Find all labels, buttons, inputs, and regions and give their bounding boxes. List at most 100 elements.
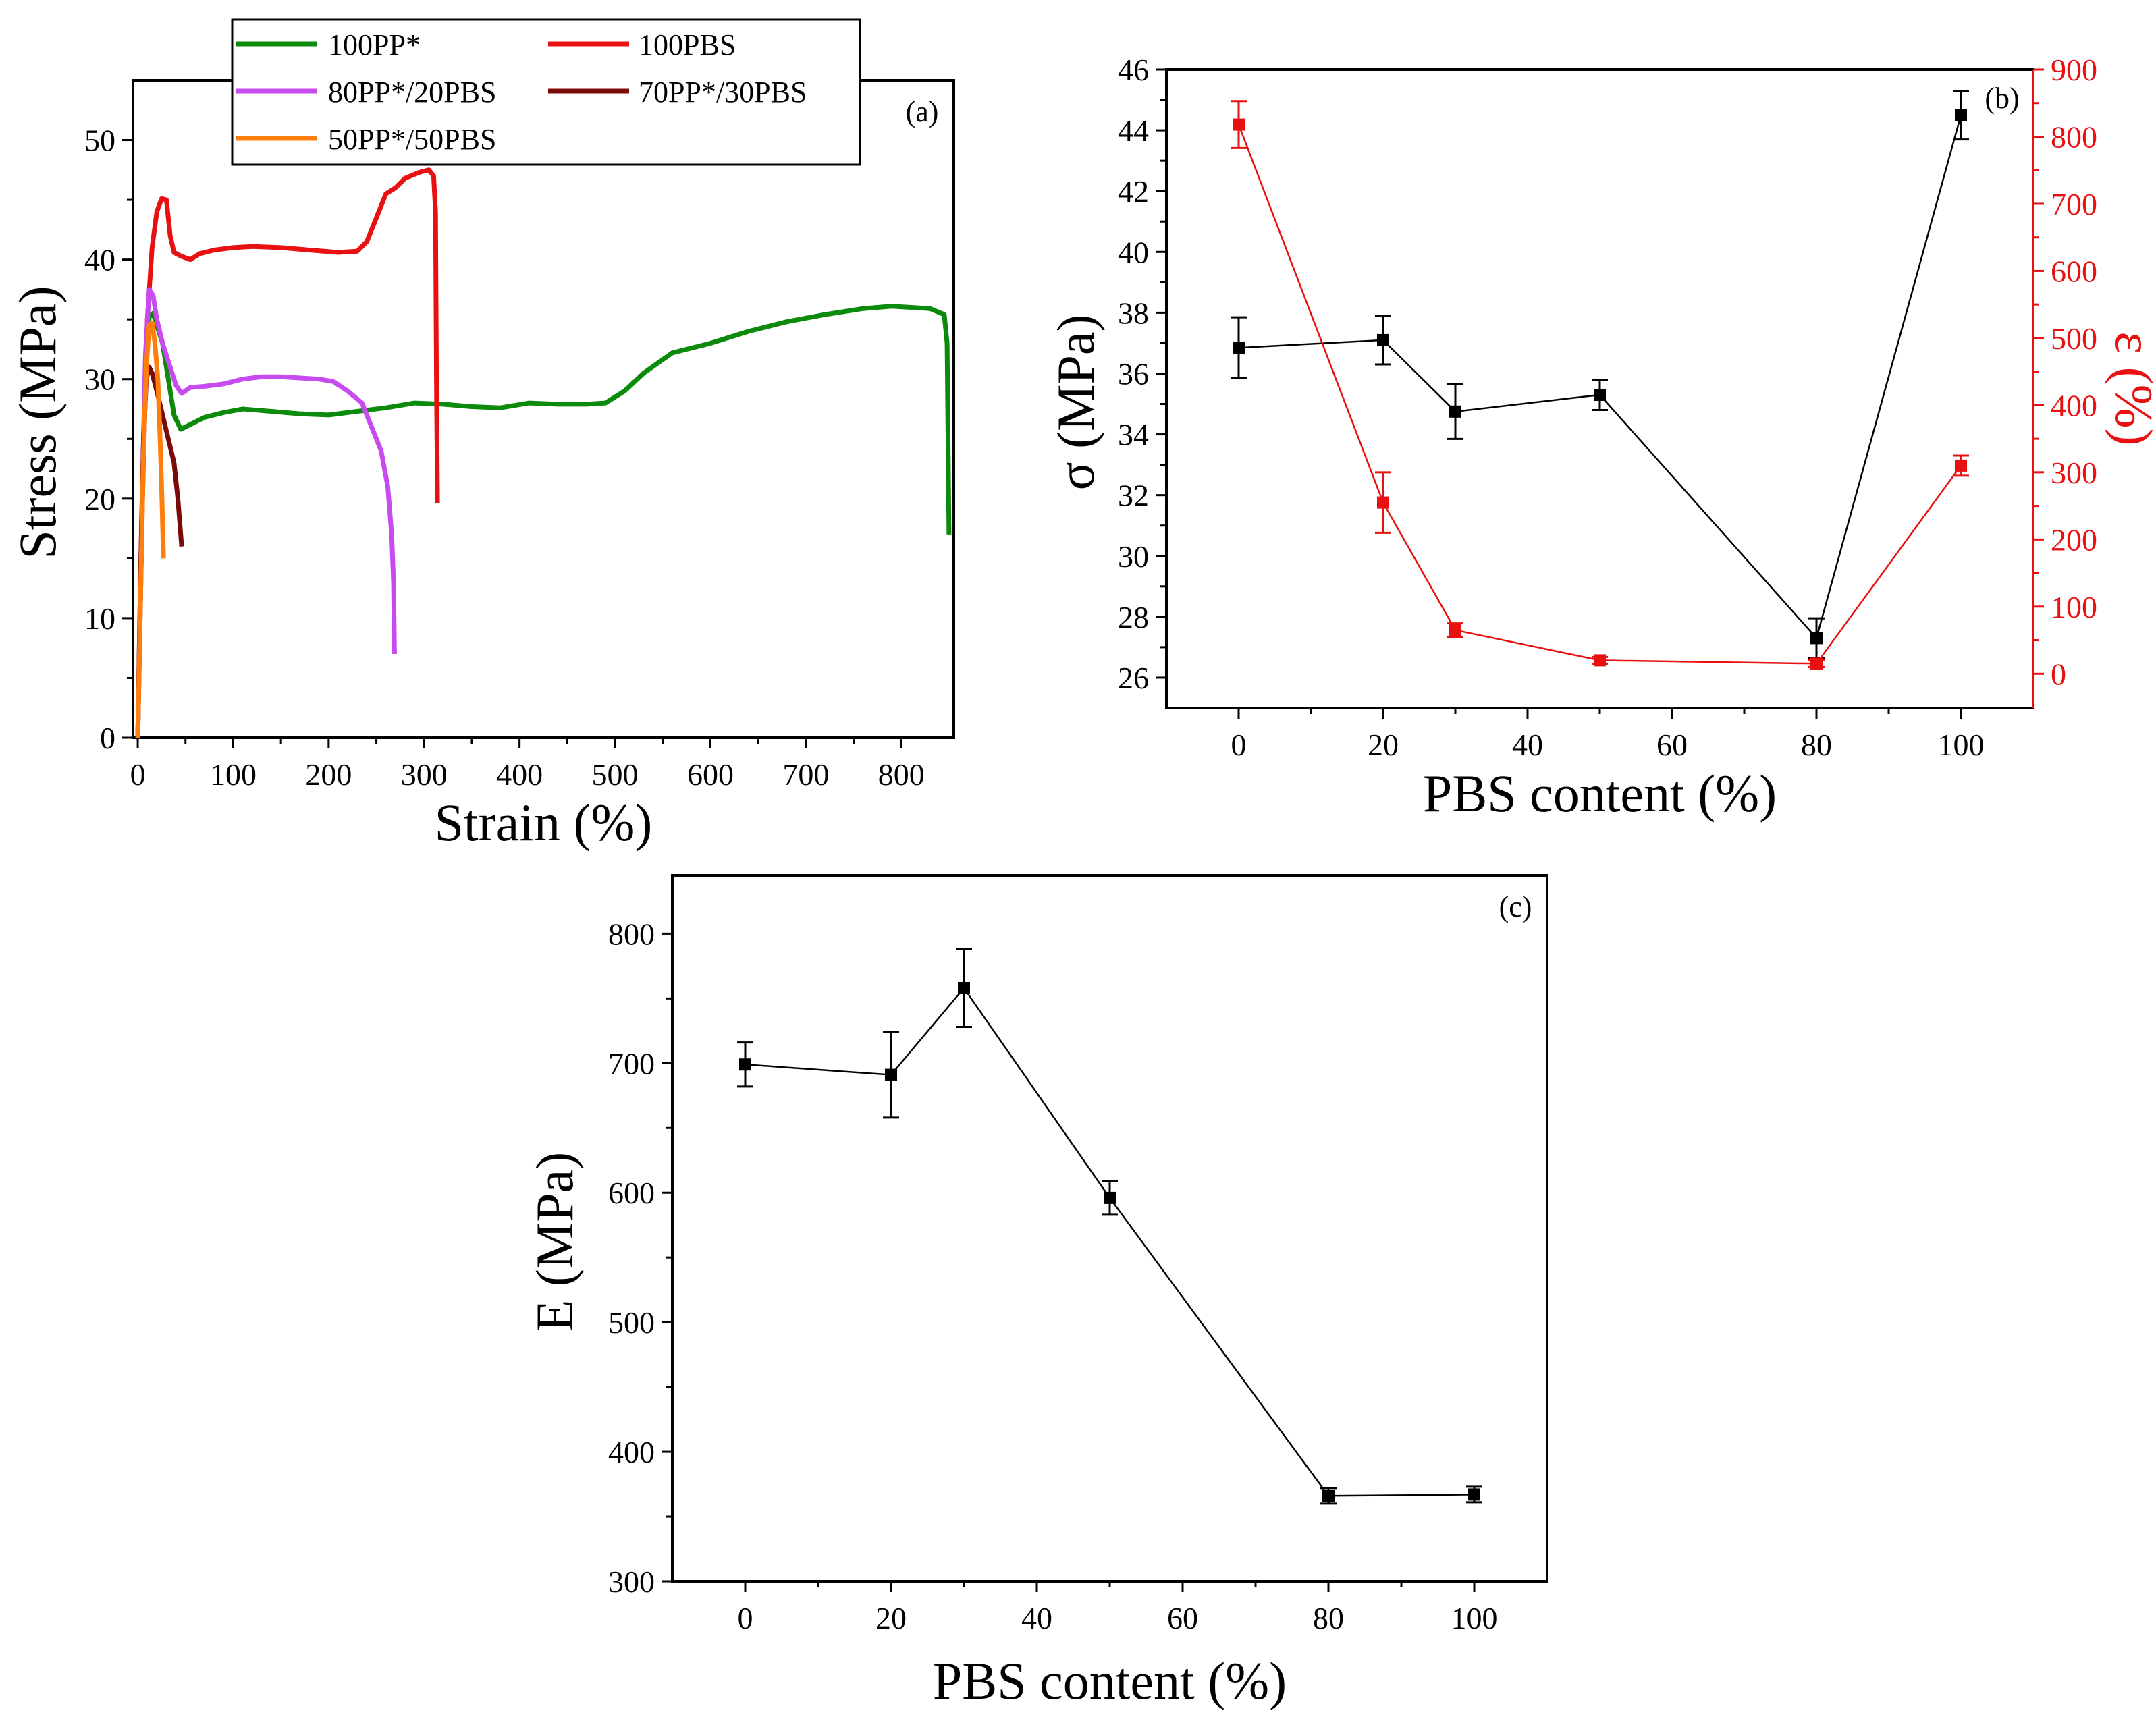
y2-tick-label: 700 (2051, 187, 2097, 221)
panel-a-y-axis-title: Stress (MPa) (8, 285, 67, 559)
x-tick-label: 200 (305, 757, 352, 792)
y-tick-label: 34 (1118, 418, 1149, 452)
y-tick-label: 50 (84, 124, 115, 158)
panel-b-ticks: 0 20 40 60 80 100 26 28 30 32 34 36 38 40 42 44 46 0 100 20… (1118, 53, 2097, 762)
y-tick-label: 26 (1118, 661, 1149, 695)
y-tick-label: 42 (1118, 174, 1149, 209)
data-point-marker (1377, 496, 1389, 509)
y-tick-label: 800 (608, 917, 655, 951)
x-tick-label: 600 (687, 757, 734, 792)
y-tick-label: 30 (1118, 539, 1149, 574)
y-tick-label: 400 (608, 1435, 655, 1469)
y-tick-label: 10 (84, 601, 115, 636)
data-point-marker (739, 1058, 751, 1071)
panel-c-x-axis-title: PBS content (%) (933, 1651, 1287, 1710)
y2-tick-label: 200 (2051, 522, 2097, 557)
legend-box (231, 18, 861, 166)
y-tick-label: 600 (608, 1176, 655, 1210)
y-tick-label: 28 (1118, 600, 1149, 634)
panel-b-label: (b) (1985, 82, 2019, 115)
x-tick-label: 60 (1656, 728, 1688, 762)
data-point-marker (1955, 109, 1967, 121)
y-tick-label: 700 (608, 1046, 655, 1081)
legend-label-70pp-30pbs: 70PP*/30PBS (639, 76, 807, 109)
series-line (135, 167, 440, 738)
series-line (745, 986, 1475, 1497)
series-line (1237, 124, 1962, 665)
data-point-marker (1104, 1191, 1116, 1204)
legend-label-100pbs: 100PBS (639, 28, 736, 61)
x-tick-label: 60 (1167, 1601, 1198, 1635)
y2-tick-label: 0 (2051, 657, 2066, 691)
panel-c-plot-frame (671, 874, 1548, 1583)
y-tick-label: 500 (608, 1305, 655, 1340)
y-tick-label: 0 (100, 721, 115, 755)
data-point-marker (1594, 389, 1606, 402)
panel-a-legend: 100PP* 100PBS 80PP*/20PBS 70PP*/30PBS 50… (231, 18, 861, 166)
x-tick-label: 40 (1512, 728, 1543, 762)
y-tick-label: 32 (1118, 479, 1149, 513)
series-line (1238, 115, 1962, 640)
y2-tick-label: 100 (2051, 590, 2097, 624)
data-point-marker (1233, 118, 1245, 131)
y2-tick-label: 300 (2051, 456, 2097, 490)
legend-label-80pp-20pbs: 80PP*/20PBS (328, 76, 496, 109)
series-line (135, 287, 397, 738)
data-point-marker (1468, 1488, 1480, 1501)
y2-tick-label: 600 (2051, 254, 2097, 288)
panel-b-right-axis-title: ε (%) (2105, 331, 2156, 445)
y-tick-label: 40 (84, 243, 115, 277)
data-point-marker (1322, 1490, 1335, 1502)
x-tick-label: 0 (738, 1601, 753, 1635)
x-tick-label: 20 (1368, 728, 1399, 762)
y-tick-label: 20 (84, 482, 115, 516)
y-tick-label: 30 (84, 362, 115, 397)
x-tick-label: 100 (210, 757, 257, 792)
y2-tick-label: 400 (2051, 388, 2097, 422)
data-point-marker (1449, 624, 1461, 636)
x-tick-label: 0 (1231, 728, 1247, 762)
y-tick-label: 46 (1118, 53, 1149, 87)
legend-label-100pp: 100PP* (328, 28, 421, 61)
panel-c-modulus: 0 20 40 60 80 100 300 400 500 600 700 800 PBS conte… (525, 874, 1548, 1710)
y2-tick-label: 800 (2051, 119, 2097, 154)
y2-tick-label: 900 (2051, 53, 2097, 87)
data-point-marker (958, 981, 970, 994)
data-point-marker (1233, 342, 1245, 354)
data-point-marker (1377, 333, 1389, 346)
x-tick-label: 100 (1451, 1601, 1498, 1635)
y2-tick-label: 500 (2051, 321, 2097, 356)
panel-c-label: (c) (1499, 890, 1532, 923)
data-point-marker (1594, 654, 1606, 667)
x-tick-label: 500 (592, 757, 639, 792)
x-tick-label: 80 (1801, 728, 1832, 762)
y-tick-label: 40 (1118, 235, 1149, 269)
legend-label-50pp-50pbs: 50PP*/50PBS (328, 123, 496, 156)
panel-a-label: (a) (906, 95, 939, 128)
x-tick-label: 300 (401, 757, 448, 792)
x-tick-label: 20 (875, 1601, 907, 1635)
x-tick-label: 700 (782, 757, 829, 792)
data-point-marker (1810, 657, 1823, 670)
panel-c-y-axis-title: E (MPa) (525, 1152, 584, 1332)
panel-a-stress-strain: 0 100 200 300 400 500 600 700 800 0 10 20 30 40 50 Str… (8, 18, 955, 852)
y-tick-label: 36 (1118, 356, 1149, 391)
data-point-marker (1955, 459, 1967, 472)
x-tick-label: 400 (496, 757, 543, 792)
x-tick-label: 40 (1021, 1601, 1052, 1635)
panel-b-series (1231, 90, 1969, 670)
x-tick-label: 0 (130, 757, 146, 792)
data-point-marker (885, 1068, 897, 1081)
x-tick-label: 80 (1313, 1601, 1344, 1635)
x-tick-label: 100 (1938, 728, 1985, 762)
panel-c-series (737, 948, 1482, 1505)
panel-b-sigma-epsilon: 0 20 40 60 80 100 26 28 30 32 34 36 38 40 42 44 46 0 100 20… (1046, 53, 2156, 823)
series-line (135, 321, 166, 738)
panel-a-series (135, 167, 952, 738)
panel-a-x-axis-title: Strain (%) (435, 793, 653, 852)
y-tick-label: 44 (1118, 113, 1149, 148)
series-line (135, 304, 952, 738)
panel-a-ticks: 0 100 200 300 400 500 600 700 800 0 10 20 30 40 50 (84, 124, 925, 792)
panel-b-x-axis-title: PBS content (%) (1423, 764, 1777, 823)
